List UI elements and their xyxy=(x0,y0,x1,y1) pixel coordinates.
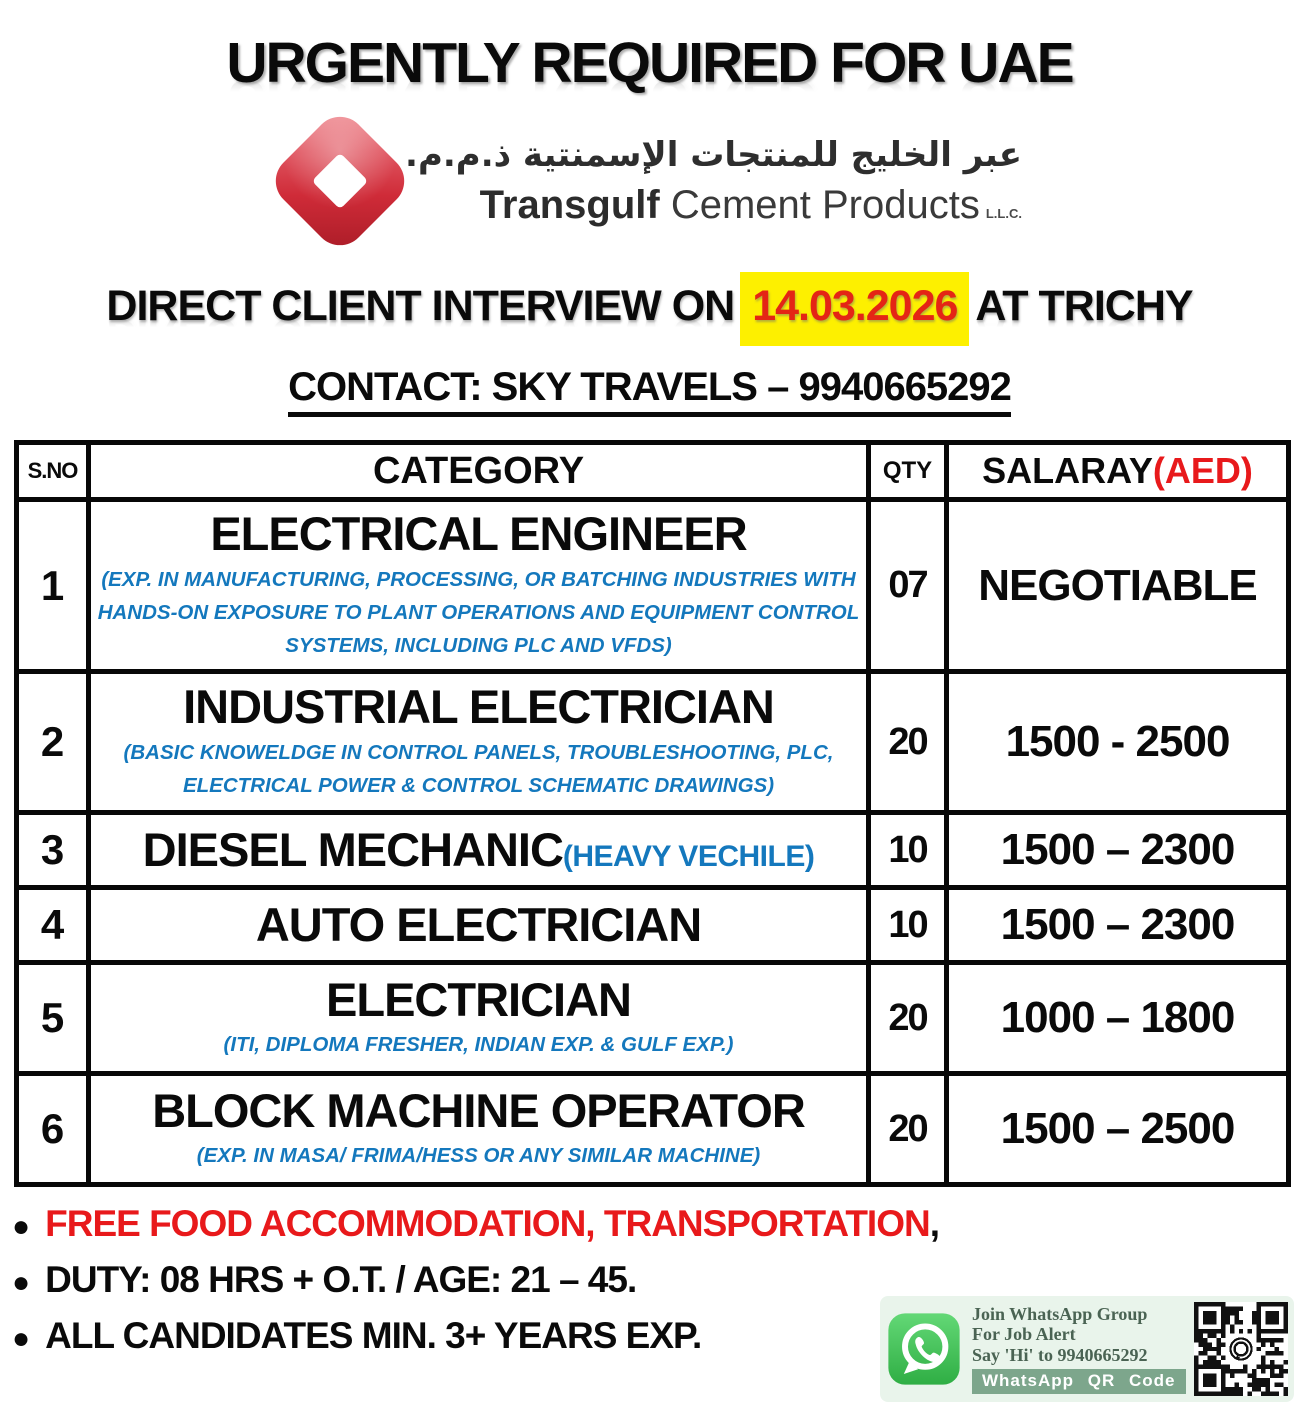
job-salary: 1500 - 2500 xyxy=(944,669,1291,815)
whatsapp-card: Join WhatsApp Group For Job Alert Say 'H… xyxy=(880,1296,1294,1402)
job-title: ELECTRICAL ENGINEER xyxy=(210,507,747,561)
job-subtitle: (EXP. IN MASA/ FRIMA/HESS OR ANY SIMILAR… xyxy=(196,1144,761,1168)
job-salary: 1500 – 2300 xyxy=(944,885,1291,965)
jobs-table: S.NO CATEGORY QTY SALARAY(AED) 1 ELECTRIC… xyxy=(14,440,1291,1187)
logo-name-rest: Cement Products xyxy=(659,182,980,227)
notes-list: ● FREE FOOD ACCOMMODATION, TRANSPORTATION… xyxy=(0,1203,1299,1357)
job-salary: 1500 – 2500 xyxy=(944,1071,1291,1187)
whatsapp-line-1: Join WhatsApp Group xyxy=(972,1304,1148,1325)
whatsapp-text-block: Join WhatsApp Group For Job Alert Say 'H… xyxy=(972,1304,1186,1394)
job-subtitle: (EXP. IN MANUFACTURING, PROCESSING, OR B… xyxy=(97,568,860,657)
job-sno: 5 xyxy=(14,960,91,1076)
header-sno: S.NO xyxy=(14,440,91,502)
job-category: DIESEL MECHANIC(HEAVY VECHILE) xyxy=(86,810,871,890)
job-row-1: 1 ELECTRICAL ENGINEER (EXP. IN MANUFACTURI… xyxy=(14,497,1291,674)
job-qty: 20 xyxy=(866,1071,949,1187)
job-salary: 1000 – 1800 xyxy=(944,960,1291,1076)
contact-line: CONTACT: SKY TRAVELS – 9940665292 xyxy=(0,365,1299,417)
job-salary: NEGOTIABLE xyxy=(944,497,1291,674)
job-row-4: 4 AUTO ELECTRICIAN 10 1500 – 2300 xyxy=(14,885,1291,965)
poster-title: URGENTLY REQUIRED FOR UAE xyxy=(226,31,1074,95)
job-subtitle-inline: (HEAVY VECHILE) xyxy=(562,840,815,874)
job-sno: 6 xyxy=(14,1071,91,1187)
bullet-icon: ● xyxy=(12,1266,30,1299)
job-title: DIESEL MECHANIC xyxy=(142,823,564,877)
interview-line: DIRECT CLIENT INTERVIEW ON 14.03.2026 AT T… xyxy=(0,272,1299,346)
job-qty: 10 xyxy=(866,885,949,965)
note-part: DUTY: 08 HRS + O.T. / AGE: 21 – 45. xyxy=(45,1259,637,1300)
job-salary: 1500 – 2300 xyxy=(944,810,1291,890)
header-category: CATEGORY xyxy=(86,440,871,502)
job-row-6: 6 BLOCK MACHINE OPERATOR (EXP. IN MASA/ FR… xyxy=(14,1071,1291,1187)
job-category: BLOCK MACHINE OPERATOR (EXP. IN MASA/ FRI… xyxy=(86,1071,871,1187)
job-category: INDUSTRIAL ELECTRICIAN (BASIC KNOWELDGE I… xyxy=(86,669,871,815)
whatsapp-line-2: For Job Alert xyxy=(972,1324,1076,1345)
note-item: ● ALL CANDIDATES MIN. 3+ YEARS EXP. xyxy=(10,1315,1299,1357)
job-qty: 07 xyxy=(866,497,949,674)
job-sno: 2 xyxy=(14,669,91,815)
whatsapp-icon xyxy=(888,1313,960,1385)
whatsapp-qr-banner: WhatsApp QR Code xyxy=(972,1368,1186,1394)
job-title: BLOCK MACHINE OPERATOR xyxy=(152,1083,806,1137)
header-salary-unit: (AED) xyxy=(1152,450,1253,491)
job-qty: 20 xyxy=(866,960,949,1076)
job-sno: 1 xyxy=(14,497,91,674)
note-text: DUTY: 08 HRS + O.T. / AGE: 21 – 45. xyxy=(45,1259,637,1301)
job-row-3: 3 DIESEL MECHANIC(HEAVY VECHILE) 10 1500 – … xyxy=(14,810,1291,890)
whatsapp-qr-code xyxy=(1194,1302,1288,1396)
logo-llc: L.L.C. xyxy=(985,205,1022,221)
bullet-icon: ● xyxy=(12,1210,30,1243)
job-qty: 20 xyxy=(866,669,949,815)
note-text: ALL CANDIDATES MIN. 3+ YEARS EXP. xyxy=(45,1315,702,1357)
jobs-table-body: 1 ELECTRICAL ENGINEER (EXP. IN MANUFACTURI… xyxy=(14,497,1291,1187)
interview-date: 14.03.2026 xyxy=(740,272,970,346)
whatsapp-line-3: Say 'Hi' to 9940665292 xyxy=(972,1344,1148,1365)
header-salary: SALARAY(AED) xyxy=(944,440,1291,502)
interview-suffix: AT TRICHY xyxy=(975,282,1193,330)
logo-latin-text: Transgulf Cement Products L.L.C. xyxy=(480,183,1022,228)
transgulf-diamond-icon xyxy=(265,106,415,256)
company-logo: عبر الخليج للمنتجات الإسمنتية ذ.م.م. Tra… xyxy=(0,106,1299,256)
job-title: AUTO ELECTRICIAN xyxy=(255,898,702,952)
job-row-2: 2 INDUSTRIAL ELECTRICIAN (BASIC KNOWELDGE … xyxy=(14,669,1291,815)
note-part: ALL CANDIDATES MIN. 3+ YEARS EXP. xyxy=(45,1315,702,1356)
job-category: ELECTRICIAN (ITI, DIPLOMA FRESHER, INDIAN… xyxy=(86,960,871,1076)
table-header-row: S.NO CATEGORY QTY SALARAY(AED) xyxy=(14,440,1291,502)
job-title: INDUSTRIAL ELECTRICIAN xyxy=(183,680,775,734)
job-subtitle: (ITI, DIPLOMA FRESHER, INDIAN EXP. & GUL… xyxy=(223,1033,734,1057)
job-poster: URGENTLY REQUIRED FOR UAE عبر الخليج للم… xyxy=(0,30,1299,1402)
note-part: , xyxy=(929,1203,940,1244)
note-item: ● FREE FOOD ACCOMMODATION, TRANSPORTATION… xyxy=(10,1203,1299,1245)
company-logo-text: عبر الخليج للمنتجات الإسمنتية ذ.م.م. Tra… xyxy=(405,134,1022,228)
interview-prefix: DIRECT CLIENT INTERVIEW ON xyxy=(106,282,735,330)
job-title: ELECTRICIAN xyxy=(326,972,632,1026)
job-row-5: 5 ELECTRICIAN (ITI, DIPLOMA FRESHER, INDIA… xyxy=(14,960,1291,1076)
job-category: ELECTRICAL ENGINEER (EXP. IN MANUFACTURIN… xyxy=(86,497,871,674)
job-subtitle: (BASIC KNOWELDGE IN CONTROL PANELS, TROU… xyxy=(123,741,834,797)
note-text: FREE FOOD ACCOMMODATION, TRANSPORTATION, xyxy=(45,1203,940,1245)
header-qty: QTY xyxy=(866,440,949,502)
job-sno: 3 xyxy=(14,810,91,890)
bullet-icon: ● xyxy=(12,1322,30,1355)
job-category: AUTO ELECTRICIAN xyxy=(86,885,871,965)
logo-name-bold: Transgulf xyxy=(479,182,660,227)
note-item: ● DUTY: 08 HRS + O.T. / AGE: 21 – 45. xyxy=(10,1259,1299,1301)
job-qty: 10 xyxy=(866,810,949,890)
note-part: FREE FOOD ACCOMMODATION, TRANSPORTATION xyxy=(45,1203,931,1244)
job-sno: 4 xyxy=(14,885,91,965)
logo-arabic-text: عبر الخليج للمنتجات الإسمنتية ذ.م.م. xyxy=(405,135,1022,176)
